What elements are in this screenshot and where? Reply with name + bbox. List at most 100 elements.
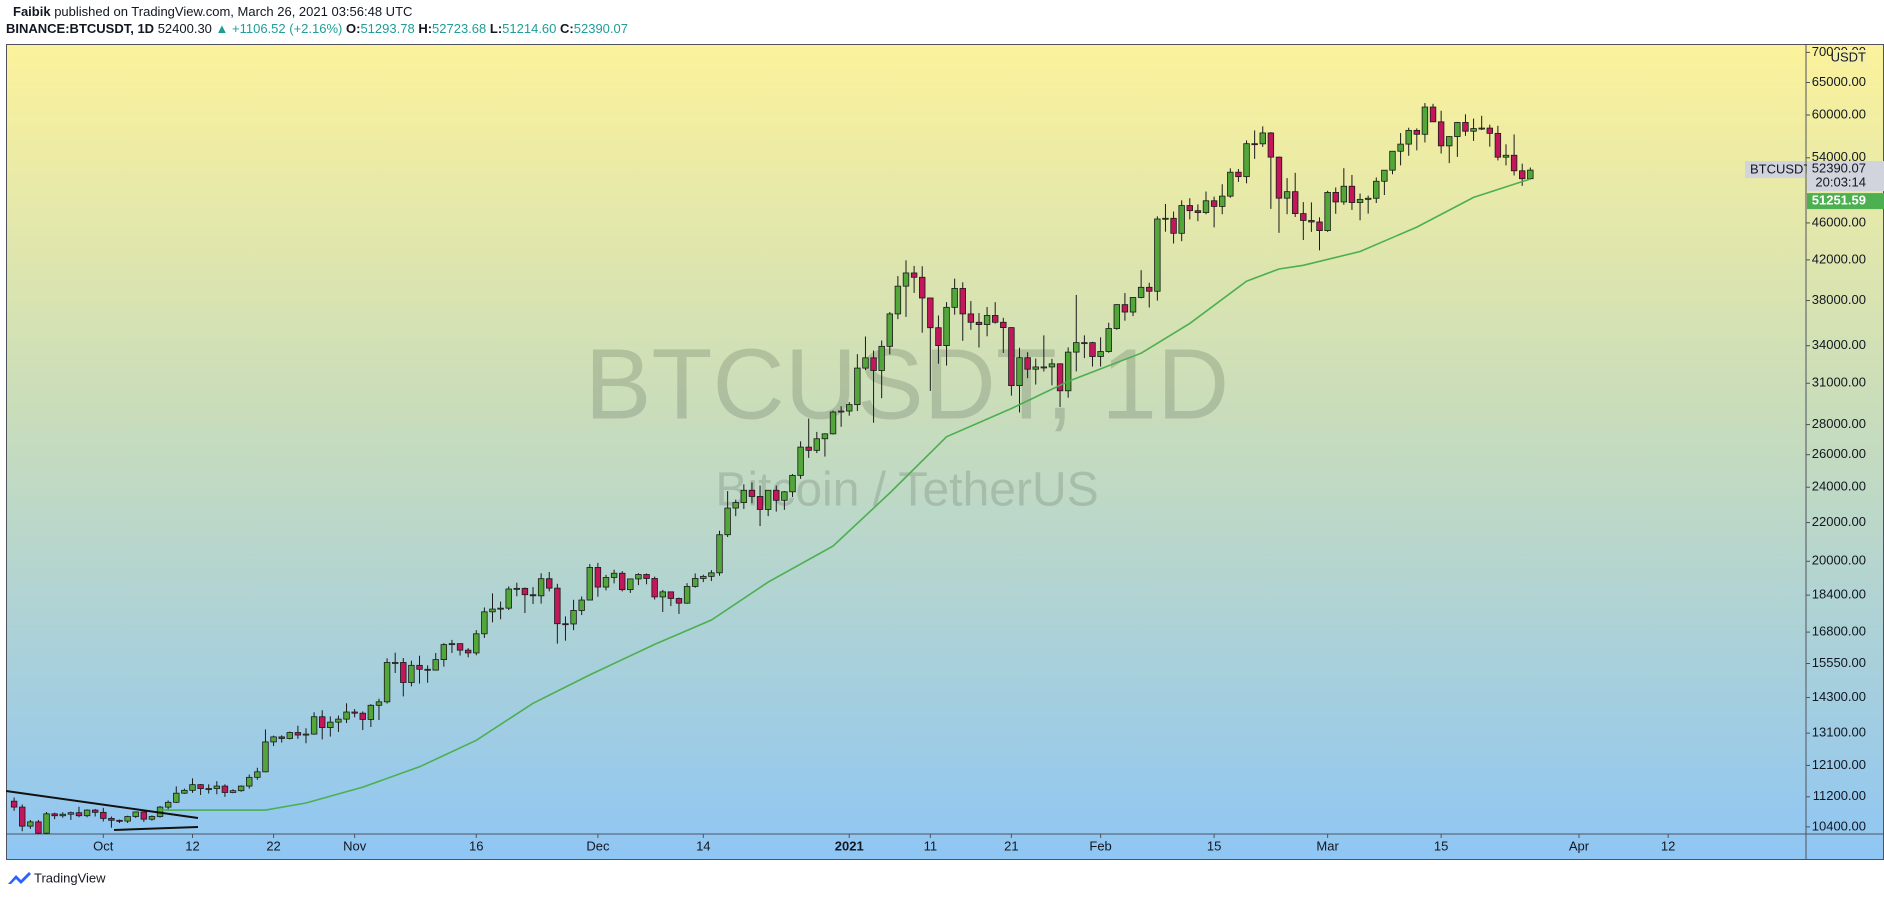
y-tick-label: 60000.00	[1812, 106, 1866, 121]
candle-body	[1056, 363, 1064, 392]
candle-body	[886, 313, 893, 347]
candle-body	[124, 816, 131, 822]
candle-body	[262, 741, 269, 773]
candle-body	[100, 811, 107, 819]
candle-body	[1381, 169, 1388, 182]
candle-body	[383, 662, 391, 703]
candle-body	[821, 433, 829, 440]
candle-body	[1178, 205, 1185, 234]
candle-body	[943, 306, 950, 347]
candle-body	[732, 502, 739, 509]
header-line-2: BINANCE:BTCUSDT, 1D 52400.30 ▲ +1106.52 …	[6, 21, 628, 36]
moving-average-line	[160, 178, 1531, 811]
y-tick-label: 46000.00	[1812, 214, 1866, 229]
candle-body	[1405, 129, 1412, 145]
candle-body	[343, 711, 350, 720]
x-tick-label: Nov	[343, 838, 367, 853]
candle-body	[691, 578, 699, 587]
candle-body	[1429, 106, 1437, 123]
candle-body	[659, 591, 666, 598]
y-tick-label: 14300.00	[1812, 689, 1866, 704]
candle-body	[448, 643, 456, 646]
change: ▲ +1106.52 (+2.16%)	[216, 21, 343, 36]
candle-body	[586, 567, 593, 601]
candle-body	[902, 272, 910, 287]
candle-body	[294, 732, 302, 736]
candle-body	[862, 357, 869, 369]
candle-body	[286, 732, 293, 739]
candle-body	[1502, 154, 1510, 158]
candle-body	[716, 534, 723, 574]
candle-body	[456, 643, 464, 651]
candle-body	[935, 327, 942, 347]
x-tick-label: Oct	[93, 838, 114, 853]
countdown: 20:03:14	[1815, 175, 1866, 190]
y-tick-label: 38000.00	[1812, 292, 1866, 307]
candle-body	[1008, 327, 1015, 387]
candle-body	[400, 662, 407, 683]
x-tick-label: Mar	[1316, 838, 1339, 853]
y-tick-label: 24000.00	[1812, 479, 1866, 494]
candle-body	[1397, 143, 1404, 152]
candle-body	[562, 623, 569, 626]
candle-body	[440, 644, 448, 661]
candle-body	[132, 811, 139, 817]
candle-body	[1081, 342, 1088, 345]
candle-body	[756, 496, 764, 510]
y-tick-label: 16800.00	[1812, 624, 1866, 639]
candle-body	[1202, 200, 1210, 213]
candle-body	[221, 785, 229, 793]
candle-body	[91, 809, 99, 813]
candle-body	[205, 788, 212, 790]
candle-body	[1000, 321, 1007, 329]
candle-body	[1210, 200, 1218, 207]
symbol: BINANCE:BTCUSDT, 1D	[6, 21, 154, 36]
candle-body	[578, 599, 585, 611]
candle-body	[1291, 191, 1299, 214]
candle-body	[391, 662, 399, 664]
candle-body	[602, 577, 610, 588]
ohlc-value: 52723.68	[432, 21, 486, 36]
candle-body	[554, 587, 561, 625]
candle-body	[643, 574, 650, 579]
candle-body	[1454, 122, 1461, 137]
candle-body	[432, 659, 439, 671]
candle-body	[724, 507, 731, 536]
candle-body	[1235, 171, 1242, 178]
y-tick-label: 15550.00	[1812, 655, 1866, 670]
candle-body	[481, 611, 488, 635]
y-tick-label: 28000.00	[1812, 416, 1866, 431]
trend-line	[113, 826, 199, 831]
candle-body	[781, 491, 788, 501]
candle-body	[1486, 127, 1493, 134]
ohlc-value: 51293.78	[360, 21, 414, 36]
candle-body	[854, 367, 861, 406]
candle-body	[1316, 221, 1323, 232]
candle-body	[367, 704, 375, 720]
candle-body	[870, 357, 877, 371]
candle-body	[27, 821, 34, 827]
ohlc-key: C:	[560, 21, 574, 36]
candle-body	[813, 438, 821, 451]
ma-tag-bg	[1807, 193, 1884, 210]
candle-body	[748, 489, 756, 497]
candle-body	[213, 785, 221, 789]
ohlc-key: O:	[346, 21, 360, 36]
candle-body	[967, 313, 975, 323]
candle-body	[1413, 129, 1421, 135]
candle-body	[1283, 191, 1291, 199]
candle-body	[700, 575, 707, 579]
published: published on TradingView.com, March 26, …	[54, 4, 412, 19]
candle-body	[1308, 220, 1315, 223]
candle-body	[1186, 205, 1193, 212]
candle-body	[1073, 342, 1080, 353]
candle-body	[773, 489, 780, 501]
candle-body	[651, 578, 658, 598]
candle-body	[1097, 351, 1104, 357]
candle-body	[473, 633, 480, 654]
candle-body	[10, 800, 18, 808]
candle-body	[537, 578, 545, 597]
candle-body	[910, 272, 918, 278]
candle-body	[1219, 195, 1226, 207]
trend-line	[6, 790, 199, 819]
